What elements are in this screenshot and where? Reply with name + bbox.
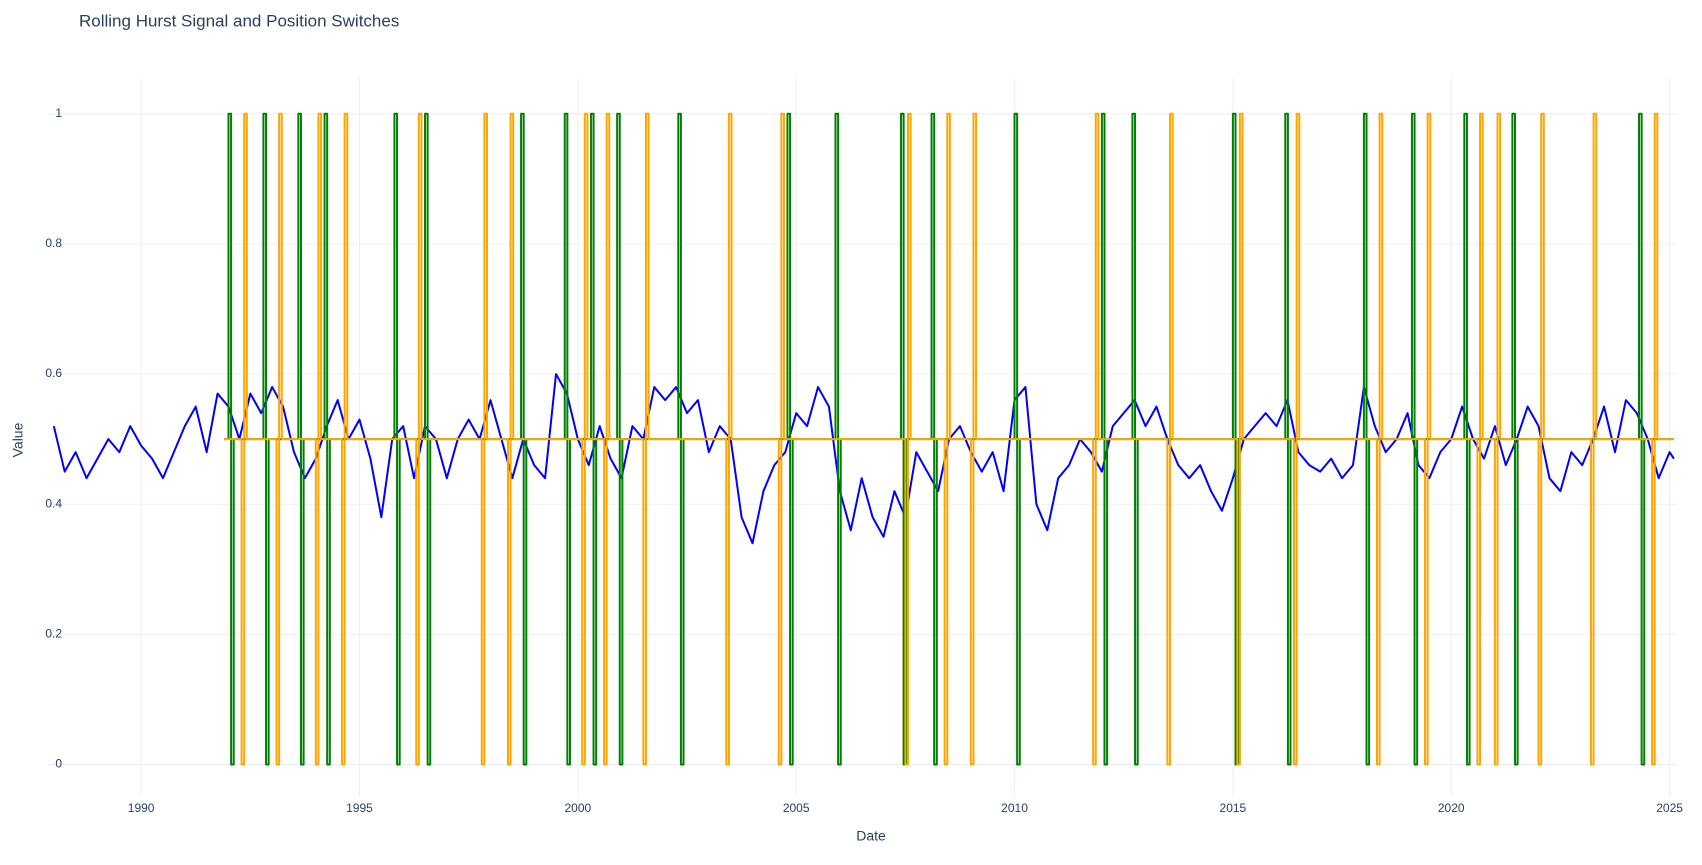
y-tick-label: 1 <box>55 106 62 120</box>
y-tick-label: 0.6 <box>45 366 62 380</box>
y-tick-label: 0.4 <box>45 496 62 510</box>
x-tick-label: 1995 <box>346 801 373 815</box>
plot-area <box>52 112 1675 766</box>
x-tick-label: 2000 <box>564 801 591 815</box>
x-tick-label: 1990 <box>128 801 155 815</box>
y-tick-label: 0 <box>55 757 62 771</box>
x-axis-title: Date <box>856 828 886 844</box>
x-tick-label: 2015 <box>1220 801 1247 815</box>
chart-title: Rolling Hurst Signal and Position Switch… <box>79 11 399 30</box>
x-tick-label: 2005 <box>783 801 810 815</box>
x-tick-label: 2020 <box>1438 801 1465 815</box>
x-tick-label: 2010 <box>1001 801 1028 815</box>
y-tick-label: 0.8 <box>45 236 62 250</box>
x-tick-label: 2025 <box>1656 801 1683 815</box>
y-tick-label: 0.2 <box>45 627 62 641</box>
y-axis-title: Value <box>10 422 26 457</box>
series-line <box>224 112 1674 766</box>
